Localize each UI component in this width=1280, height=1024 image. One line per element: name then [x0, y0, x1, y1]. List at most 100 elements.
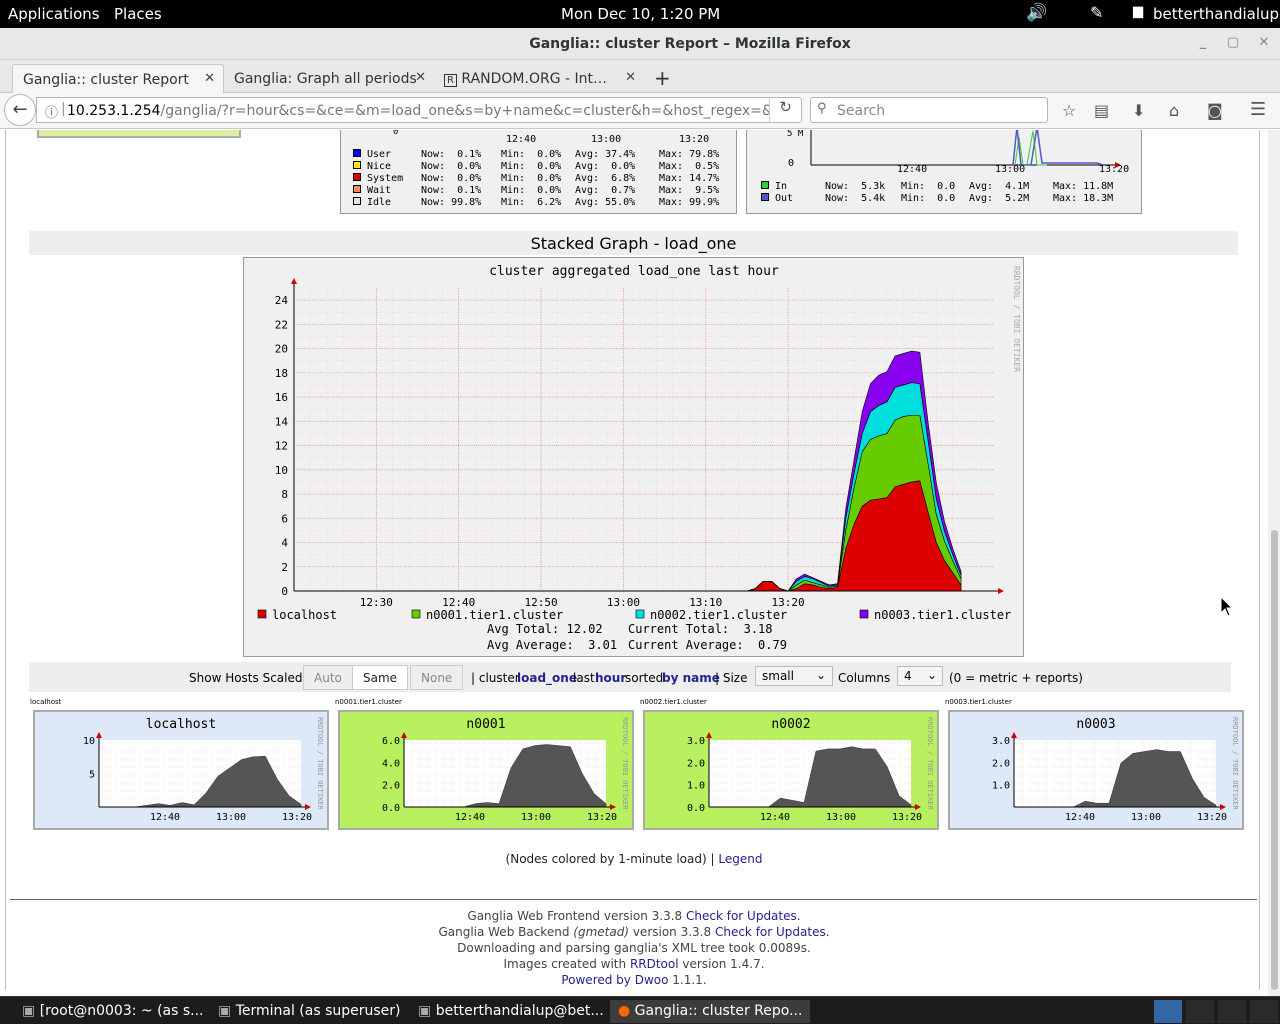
dwoo-link[interactable]: Powered by Dwoo	[561, 973, 669, 987]
legend-link[interactable]: Legend	[718, 852, 763, 866]
partial-graph-remnant	[37, 130, 241, 138]
host-label[interactable]: n0001.tier1.cluster	[335, 698, 402, 706]
url-bar[interactable]: ⓘ | 10.253.1.254/ganglia/?r=hour&cs=&ce=…	[36, 97, 802, 123]
rrdtool-link[interactable]: RRDtool	[629, 957, 679, 971]
menu-icon[interactable]: ☰	[1250, 99, 1267, 120]
tab-close-icon[interactable]: ✕	[415, 70, 426, 85]
minimize-icon[interactable]: _	[1199, 35, 1207, 50]
host-graph-n0003[interactable]: n0003 RRDTOOL / TOBI OETIKER 3.0 2.0 1.0 12:4…	[948, 710, 1244, 830]
y-tick-label: 16	[275, 391, 288, 404]
new-tab-button[interactable]: +	[654, 66, 671, 90]
workspace-switcher[interactable]	[1154, 1000, 1182, 1023]
metric-link[interactable]: load_one	[517, 671, 577, 685]
task-user-terminal[interactable]: ▣ betterthandialup@bet...	[410, 1000, 610, 1023]
home-icon[interactable]: ⌂	[1169, 101, 1180, 120]
nodes-note: (Nodes colored by 1-minute load) |	[505, 852, 715, 866]
tab-close-icon[interactable]: ✕	[204, 71, 215, 86]
places-menu[interactable]: Places	[114, 5, 162, 23]
volume-icon[interactable]: 🔊	[1026, 3, 1048, 23]
host-graph-n0001[interactable]: n0001 RRDTOOL / TOBI OETIKER 6.0 4.0 2.0 0.0 1…	[338, 710, 634, 830]
hosts-scaled-controls: Show Hosts Scaled: Auto Same None | clus…	[29, 662, 1231, 692]
cpu-report-graph[interactable]: 0 12:40 13:00 13:20 User Now: 0.1% Min: 0.…	[340, 130, 737, 214]
search-icon: ⚲	[817, 101, 827, 116]
legend-swatch	[411, 609, 421, 619]
net-y-tick: 5 M	[787, 130, 804, 139]
tab-ganglia-cluster-report[interactable]: Ganglia:: cluster Report ✕	[12, 64, 224, 93]
task-label: Terminal (as superuser)	[235, 1003, 401, 1019]
network-legend: In Now: 5.3k Min: 0.0 Avg: 4.1M Max: 11.8M Ou…	[761, 181, 1113, 205]
y-tick-label: 2	[281, 561, 288, 574]
scale-none-button[interactable]: None	[410, 665, 464, 690]
size-select[interactable]: small ⌄	[755, 666, 833, 686]
tab-close-icon[interactable]: ✕	[625, 70, 636, 85]
tab-random-org[interactable]: R RANDOM.ORG - Int… ✕	[434, 64, 644, 93]
downloads-icon[interactable]: ⬇	[1132, 101, 1146, 120]
reload-icon[interactable]: ↻	[769, 98, 801, 122]
gmetad-label: (gmetad)	[573, 925, 629, 939]
y-tick-label: 3.0	[687, 736, 705, 747]
stacked-load-graph[interactable]: cluster aggregated load_one last hour RR…	[243, 257, 1024, 657]
host-label[interactable]: n0003.tier1.cluster	[945, 698, 1012, 706]
rrdtool-watermark: RRDTOOL / TOBI OETIKER	[316, 717, 324, 811]
y-tick-label: 24	[275, 294, 289, 307]
backend-updates-link[interactable]: Check for Updates.	[714, 925, 830, 939]
task-terminal-superuser[interactable]: ▣ Terminal (as superuser)	[210, 1000, 410, 1023]
navigation-bar: ← ⓘ | 10.253.1.254/ganglia/?r=hour&cs=&c…	[0, 93, 1280, 129]
legend-series-name: localhost	[272, 608, 337, 622]
back-button[interactable]: ←	[4, 94, 36, 126]
x-tick-label: 13:20	[587, 812, 617, 823]
cpu-legend-row: Wait Now: 0.1% Min: 0.0% Avg: 0.7% Max: 9.5%	[353, 185, 719, 197]
max-value: Max: 79.8%	[659, 149, 720, 160]
net-x-tick: 12:40	[897, 164, 928, 175]
sorted-label: sorted	[625, 671, 664, 685]
frontend-updates-link[interactable]: Check for Updates.	[686, 909, 801, 923]
scale-auto-button[interactable]: Auto	[303, 665, 353, 690]
period-link[interactable]: hour	[595, 671, 627, 685]
scale-same-button[interactable]: Same	[352, 665, 409, 690]
now-value: Now: 0.0%	[421, 173, 482, 184]
scrollbar-thumb[interactable]	[1271, 530, 1278, 990]
info-icon[interactable]: ⓘ	[45, 106, 59, 121]
cpu-legend-row: User Now: 0.1% Min: 0.0% Avg: 37.4% Max: 79.…	[353, 149, 719, 161]
workspace-2[interactable]	[1186, 1000, 1214, 1023]
workspace-4[interactable]	[1250, 1000, 1278, 1023]
cpu-legend: User Now: 0.1% Min: 0.0% Avg: 37.4% Max: 79.…	[353, 149, 719, 209]
bookmark-star-icon[interactable]: ☆	[1062, 101, 1077, 120]
task-firefox[interactable]: ● Ganglia:: cluster Repo...	[610, 1000, 810, 1023]
cluster-label: | cluster	[471, 671, 520, 685]
x-tick-label: 12:40	[442, 596, 475, 609]
search-input[interactable]: ⚲ Search	[810, 97, 1048, 123]
host-label[interactable]: localhost	[30, 698, 62, 706]
accessibility-icon[interactable]: ✎	[1090, 3, 1104, 22]
sort-link[interactable]: by name	[662, 671, 720, 685]
columns-select[interactable]: 4 ⌄	[897, 666, 943, 686]
now-value: Now: 0.1%	[421, 149, 482, 160]
network-report-graph[interactable]: 5 M 0 12:40 13:00 13:20 In Now: 5.3k Min: …	[746, 130, 1142, 214]
maximize-icon[interactable]: ▢	[1226, 35, 1240, 50]
cpu-legend-row: Idle Now: 99.8% Min: 6.2% Avg: 55.0% Max: 99…	[353, 197, 719, 209]
now-value: Now: 5.4k	[825, 193, 886, 204]
workspace-3[interactable]	[1218, 1000, 1246, 1023]
user-menu[interactable]: betterthandialup	[1153, 5, 1280, 23]
pocket-icon[interactable]: ◙	[1207, 101, 1223, 120]
task-root-terminal[interactable]: ▣ [root@n0003: ~ (as s...	[14, 1000, 210, 1023]
host-graph-localhost[interactable]: localhost RRDTOOL / TOBI OETIKER 10 5 12:40 1…	[33, 710, 329, 830]
network-graph-canvas	[810, 130, 1121, 168]
x-tick-label: 13:00	[216, 812, 246, 823]
avg-value: Avg: 5.2M	[969, 193, 1030, 204]
reading-list-icon[interactable]: ▤	[1094, 101, 1110, 120]
page-scrollbar[interactable]	[1268, 130, 1280, 996]
avg-value: Avg: 0.0%	[575, 161, 636, 172]
tab-graph-all-periods[interactable]: Ganglia: Graph all periods ✕	[224, 64, 434, 93]
host-label[interactable]: n0002.tier1.cluster	[640, 698, 707, 706]
host-graph-n0002[interactable]: n0002 RRDTOOL / TOBI OETIKER 3.0 2.0 1.0 0.0 1…	[643, 710, 939, 830]
y-tick-label: 4.0	[382, 758, 400, 769]
chat-icon[interactable]: ▆	[1133, 4, 1143, 19]
clock[interactable]: Mon Dec 10, 1:20 PM	[561, 5, 721, 23]
x-tick-label: 12:40	[760, 812, 790, 823]
y-axis-arrow	[401, 732, 407, 738]
series-name: Wait	[367, 185, 392, 196]
applications-menu[interactable]: Applications	[8, 5, 100, 23]
legend-series-name: n0002.tier1.cluster	[650, 608, 787, 622]
close-window-icon[interactable]: ✕	[1258, 35, 1270, 50]
